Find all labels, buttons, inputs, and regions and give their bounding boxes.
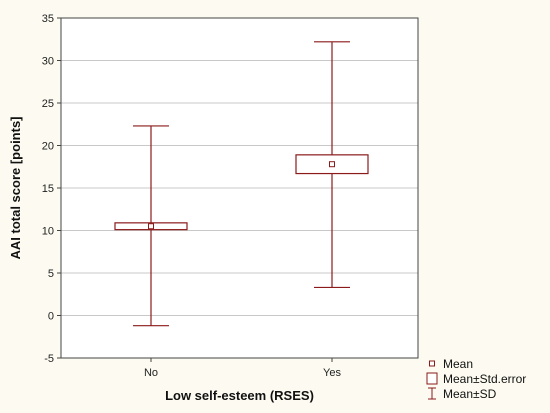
- legend-mean-label: Mean: [443, 357, 473, 371]
- legend-sd-symbol: [428, 387, 436, 400]
- group-yes: [295, 41, 369, 289]
- y-tick-label: 0: [48, 311, 54, 323]
- y-axis-ticks: -5 0 5 10 15 20 25 30 35: [42, 13, 61, 365]
- y-tick-label: 10: [42, 226, 54, 238]
- legend-sd-label: Mean±SD: [443, 387, 497, 401]
- y-tick-label: 20: [42, 141, 54, 153]
- mean-marker: [148, 223, 154, 230]
- grid-layer: [61, 60, 418, 316]
- x-axis-ticks: No Yes: [144, 358, 341, 379]
- chart-marks: [114, 41, 369, 327]
- x-tick-label: Yes: [323, 367, 341, 379]
- y-tick-label: -5: [44, 353, 54, 365]
- legend-se-label: Mean±Std.error: [443, 372, 526, 386]
- y-tick-label: 25: [42, 98, 54, 110]
- y-tick-label: 35: [42, 13, 54, 25]
- x-axis-title: Low self-esteem (RSES): [165, 388, 314, 403]
- y-tick-label: 30: [42, 56, 54, 68]
- legend-se-symbol: [426, 372, 438, 385]
- y-tick-label: 15: [42, 183, 54, 195]
- legend: Mean Mean±Std.error Mean±SD: [426, 357, 526, 401]
- y-axis-title: AAI total score [points]: [8, 116, 23, 259]
- y-tick-label: 5: [48, 268, 54, 280]
- x-tick-label: No: [144, 367, 158, 379]
- mean-marker: [329, 161, 335, 168]
- group-no: [114, 125, 188, 327]
- plot-frame: [60, 17, 419, 359]
- legend-mean-symbol: [429, 360, 435, 367]
